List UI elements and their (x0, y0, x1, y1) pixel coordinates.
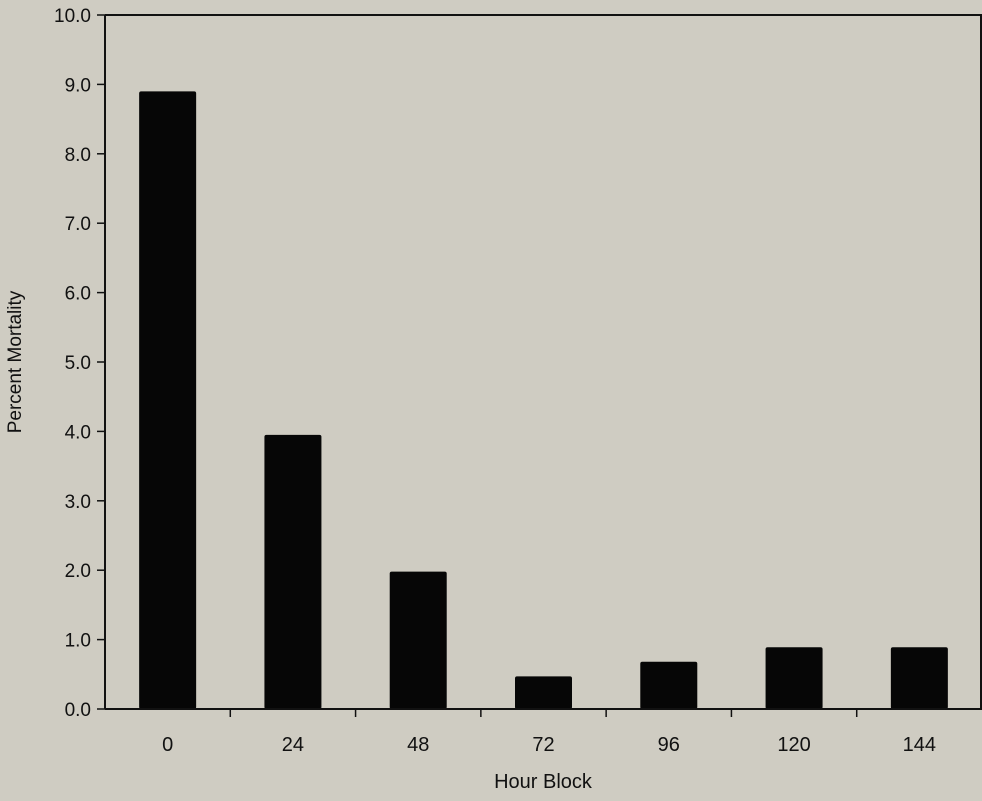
y-tick-label: 4.0 (65, 422, 91, 443)
x-tick-label: 72 (532, 734, 554, 756)
y-tick-label: 1.0 (65, 631, 91, 652)
bar-0 (139, 91, 197, 710)
bar-144 (890, 647, 948, 709)
y-tick-label: 3.0 (65, 492, 91, 513)
bar-24 (264, 434, 322, 709)
bar-120 (765, 647, 823, 709)
x-tick-label: 96 (658, 734, 680, 756)
y-tick-label: 9.0 (65, 75, 91, 96)
bar-96 (640, 661, 698, 709)
y-tick-label: 7.0 (65, 214, 91, 235)
bar-48 (389, 571, 447, 709)
x-tick-label: 0 (162, 734, 173, 756)
y-tick-label: 5.0 (65, 353, 91, 374)
y-tick-label: 8.0 (65, 145, 91, 166)
y-tick-label: 2.0 (65, 561, 91, 582)
x-axis-ticks: 0 24 48 72 96 120 144 (162, 709, 936, 756)
y-tick-label: 0.0 (65, 700, 91, 721)
bar-72 (515, 676, 572, 709)
bars-group (139, 91, 948, 710)
x-tick-label: 144 (903, 734, 936, 756)
y-axis-ticks: 0.0 1.0 2.0 3.0 4.0 5.0 6.0 7.0 8.0 9.0 10.0 (54, 6, 105, 721)
y-tick-label: 6.0 (65, 284, 91, 305)
x-tick-label: 120 (777, 734, 810, 756)
x-tick-label: 24 (282, 734, 304, 756)
y-axis-label: Percent Mortality (5, 290, 26, 433)
x-axis-label: Hour Block (494, 771, 593, 793)
x-tick-label: 48 (407, 734, 429, 756)
y-tick-label: 10.0 (54, 6, 91, 27)
